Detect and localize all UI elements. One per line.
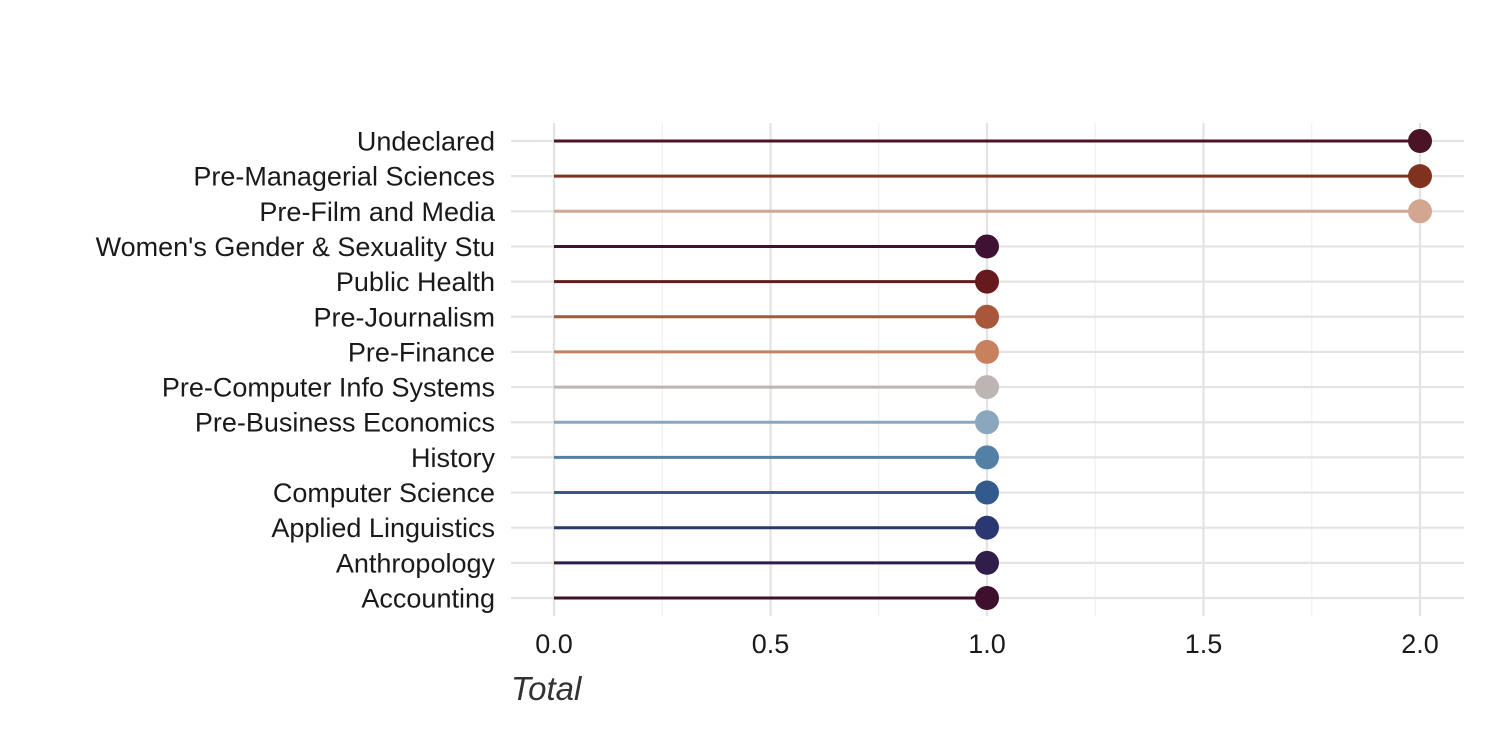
lollipop-dot [975,515,999,540]
category-label: Pre-Business Economics [195,408,495,438]
category-label: History [411,443,496,473]
x-tick-labels: 0.0 0.5 1.0 1.5 2.0 [535,629,1439,659]
category-label: Anthropology [336,548,496,578]
lollipop-dot [975,445,999,470]
category-label: Computer Science [273,478,495,508]
lollipop-stems [554,139,1420,600]
category-label: Pre-Finance [348,337,495,367]
major-gridlines [511,123,1464,616]
category-label: Accounting [361,584,495,614]
category-label: Applied Linguistics [271,513,495,543]
x-tick-label: 1.5 [1185,629,1223,659]
x-tick-label: 2.0 [1401,629,1439,659]
category-label: Pre-Computer Info Systems [162,373,495,403]
category-label: Undeclared [357,127,495,157]
x-tick-label: 0.0 [535,629,573,659]
category-label: Pre-Journalism [313,302,495,332]
category-labels: Undeclared Pre-Managerial Sciences Pre-Fil… [96,127,496,614]
lollipop-dot [975,550,999,575]
lollipop-dot [1408,164,1432,189]
lollipop-dot [1408,129,1432,153]
lollipop-dot [975,269,999,294]
lollipop-dot [975,480,999,505]
category-label: Public Health [336,267,495,297]
lollipop-dot [1408,199,1432,224]
category-label: Women's Gender & Sexuality Stu [96,232,495,262]
x-tick-label: 0.5 [752,629,790,659]
minor-gridlines [661,123,1313,616]
lollipop-dot [975,234,999,259]
category-label: Pre-Film and Media [259,197,496,227]
x-tick-label: 1.0 [968,629,1006,659]
lollipop-dot [975,304,999,329]
lollipop-dot [975,410,999,435]
lollipop-dot [975,339,999,364]
category-label: Pre-Managerial Sciences [193,162,495,192]
lollipop-dot [975,586,999,610]
lollipop-dots [975,129,1432,610]
lollipop-dot [975,375,999,400]
x-axis-title: Total [511,670,583,707]
